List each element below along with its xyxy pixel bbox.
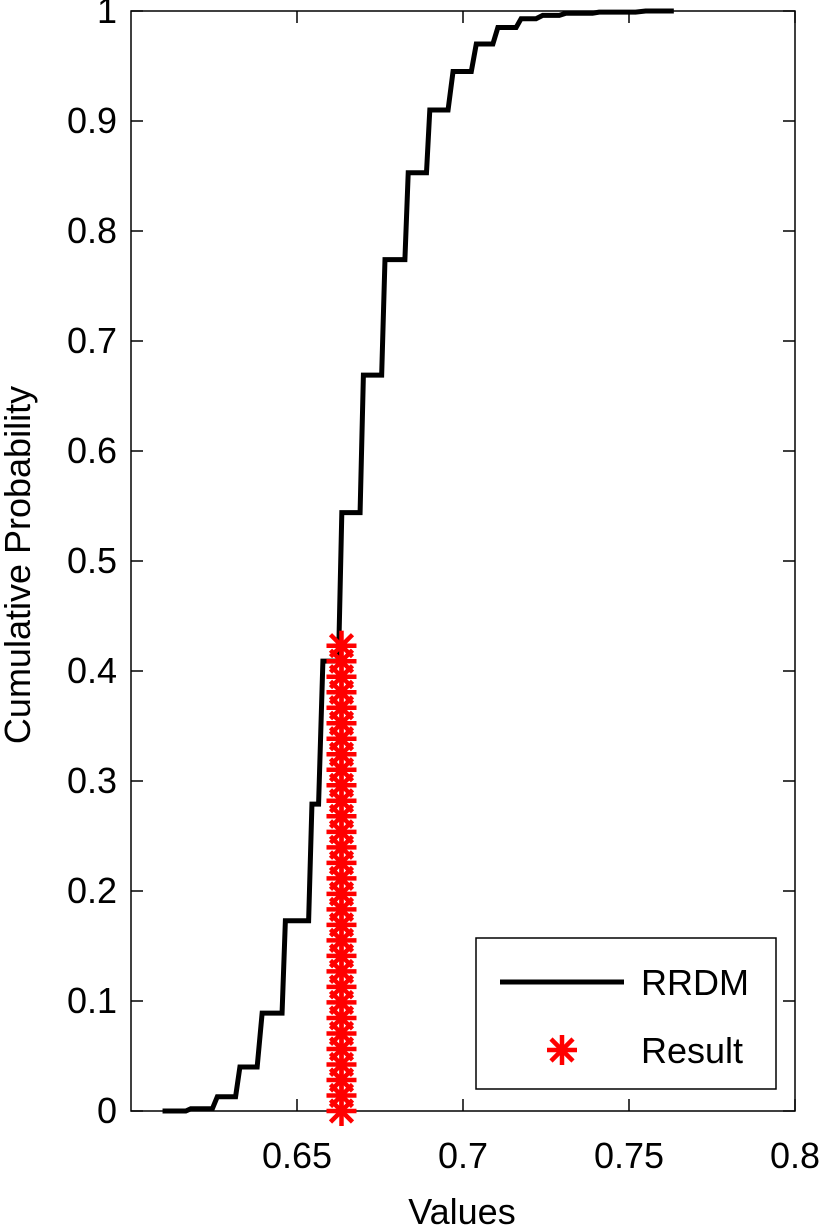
legend-swatch-result xyxy=(547,1035,577,1065)
x-tick-label: 0.65 xyxy=(262,1135,332,1176)
x-axis-label: Values xyxy=(408,1191,515,1230)
plot-area: 0.65 0.7 0.75 0.8 0 0.1 0.2 0.3 0.4 0.5 0.6 0.7 0.8… xyxy=(67,0,820,1176)
y-tick-label: 0.5 xyxy=(67,540,117,581)
y-axis-label: Cumulative Probability xyxy=(0,386,38,744)
legend-box xyxy=(475,937,777,1090)
y-tick-label: 0 xyxy=(97,1090,117,1131)
y-tick-label: 0.8 xyxy=(67,210,117,251)
legend-label-rrdm: RRDM xyxy=(641,962,749,1003)
y-tick-label: 0.9 xyxy=(67,100,117,141)
y-tick-label: 0.4 xyxy=(67,650,117,691)
rrdm-series-line xyxy=(162,8,674,1114)
y-tick-label: 0.6 xyxy=(67,430,117,471)
x-tick-label: 0.7 xyxy=(438,1135,488,1176)
x-tick-label: 0.8 xyxy=(770,1135,820,1176)
legend-label-result: Result xyxy=(641,1030,743,1071)
y-tick-label: 0.7 xyxy=(67,320,117,361)
result-marker xyxy=(326,630,357,661)
y-tick-label: 0.1 xyxy=(67,980,117,1021)
legend: RRDM Result xyxy=(475,937,777,1090)
y-tick-label: 0.2 xyxy=(67,870,117,911)
y-axis: 0 0.1 0.2 0.3 0.4 0.5 0.6 0.7 0.8 0.9 1 xyxy=(67,0,795,1131)
x-tick-label: 0.75 xyxy=(594,1135,664,1176)
y-tick-label: 0.3 xyxy=(67,760,117,801)
y-tick-label: 1 xyxy=(97,0,117,31)
series-layer xyxy=(162,8,674,1126)
